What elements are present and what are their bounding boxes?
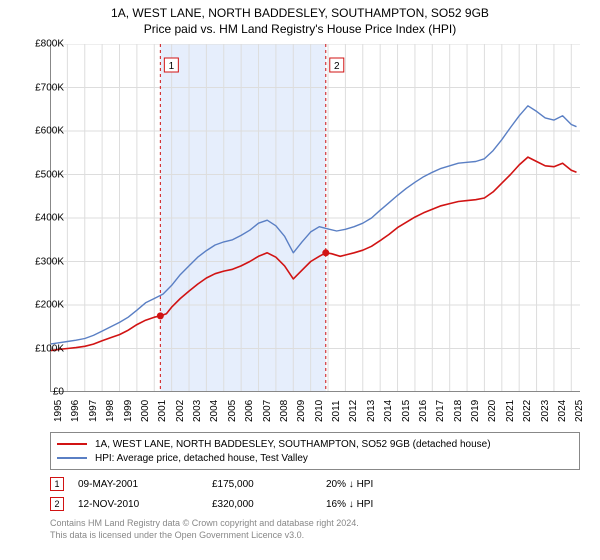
xtick-label: 1995 [53,400,64,422]
xtick-label: 1999 [123,400,134,422]
xtick-label: 1996 [70,400,81,422]
legend-row-1: 1A, WEST LANE, NORTH BADDESLEY, SOUTHAMP… [57,437,573,451]
legend-label-1: 1A, WEST LANE, NORTH BADDESLEY, SOUTHAMP… [95,439,491,450]
xtick-label: 2005 [227,400,238,422]
xtick-label: 2022 [522,400,533,422]
ytick-label: £500K [35,169,64,180]
chart-svg: 12 [50,44,580,392]
xtick-label: 2021 [505,400,516,422]
transaction-row-1: 1 09-MAY-2001 £175,000 20% ↓ HPI [50,474,580,494]
xtick-label: 2006 [244,400,255,422]
xtick-label: 2000 [140,400,151,422]
xtick-label: 2015 [401,400,412,422]
xtick-label: 2001 [157,400,168,422]
ytick-label: £100K [35,343,64,354]
xtick-label: 2023 [540,400,551,422]
ytick-label: £300K [35,256,64,267]
transaction-table: 1 09-MAY-2001 £175,000 20% ↓ HPI 2 12-NO… [50,474,580,514]
xtick-label: 2012 [348,400,359,422]
xtick-label: 2003 [192,400,203,422]
xtick-label: 2019 [470,400,481,422]
chart-plot-area: 12 [50,44,580,392]
transaction-marker-2: 2 [50,497,64,511]
transaction-date-2: 12-NOV-2010 [78,499,198,510]
ytick-label: £700K [35,82,64,93]
xtick-label: 2013 [366,400,377,422]
footer: Contains HM Land Registry data © Crown c… [50,518,359,541]
titles: 1A, WEST LANE, NORTH BADDESLEY, SOUTHAMP… [0,0,600,36]
xtick-label: 2010 [314,400,325,422]
transaction-pct-2: 16% ↓ HPI [326,499,446,510]
ytick-label: £0 [53,387,64,398]
legend-swatch-1 [57,443,87,445]
xtick-label: 2007 [262,400,273,422]
ytick-label: £400K [35,213,64,224]
svg-text:1: 1 [169,61,175,72]
ytick-label: £800K [35,39,64,50]
xtick-label: 1998 [105,400,116,422]
ytick-label: £600K [35,126,64,137]
legend-row-2: HPI: Average price, detached house, Test… [57,451,573,465]
xtick-label: 2024 [557,400,568,422]
transaction-marker-1: 1 [50,477,64,491]
xtick-label: 2016 [418,400,429,422]
xtick-label: 2025 [574,400,585,422]
xtick-label: 2020 [487,400,498,422]
xtick-label: 2009 [296,400,307,422]
ytick-label: £200K [35,300,64,311]
transaction-price-2: £320,000 [212,499,312,510]
chart-container: 1A, WEST LANE, NORTH BADDESLEY, SOUTHAMP… [0,0,600,560]
legend-label-2: HPI: Average price, detached house, Test… [95,453,308,464]
title-sub: Price paid vs. HM Land Registry's House … [0,22,600,36]
transaction-pct-1: 20% ↓ HPI [326,479,446,490]
title-main: 1A, WEST LANE, NORTH BADDESLEY, SOUTHAMP… [0,6,600,20]
footer-line-2: This data is licensed under the Open Gov… [50,530,359,542]
xtick-label: 1997 [88,400,99,422]
svg-text:2: 2 [334,61,340,72]
legend-swatch-2 [57,457,87,459]
legend: 1A, WEST LANE, NORTH BADDESLEY, SOUTHAMP… [50,432,580,470]
footer-line-1: Contains HM Land Registry data © Crown c… [50,518,359,530]
xtick-label: 2002 [175,400,186,422]
xtick-label: 2017 [435,400,446,422]
xtick-label: 2014 [383,400,394,422]
xtick-label: 2011 [331,400,342,422]
transaction-row-2: 2 12-NOV-2010 £320,000 16% ↓ HPI [50,494,580,514]
xtick-label: 2004 [209,400,220,422]
transaction-price-1: £175,000 [212,479,312,490]
xtick-label: 2008 [279,400,290,422]
transaction-date-1: 09-MAY-2001 [78,479,198,490]
xtick-label: 2018 [453,400,464,422]
